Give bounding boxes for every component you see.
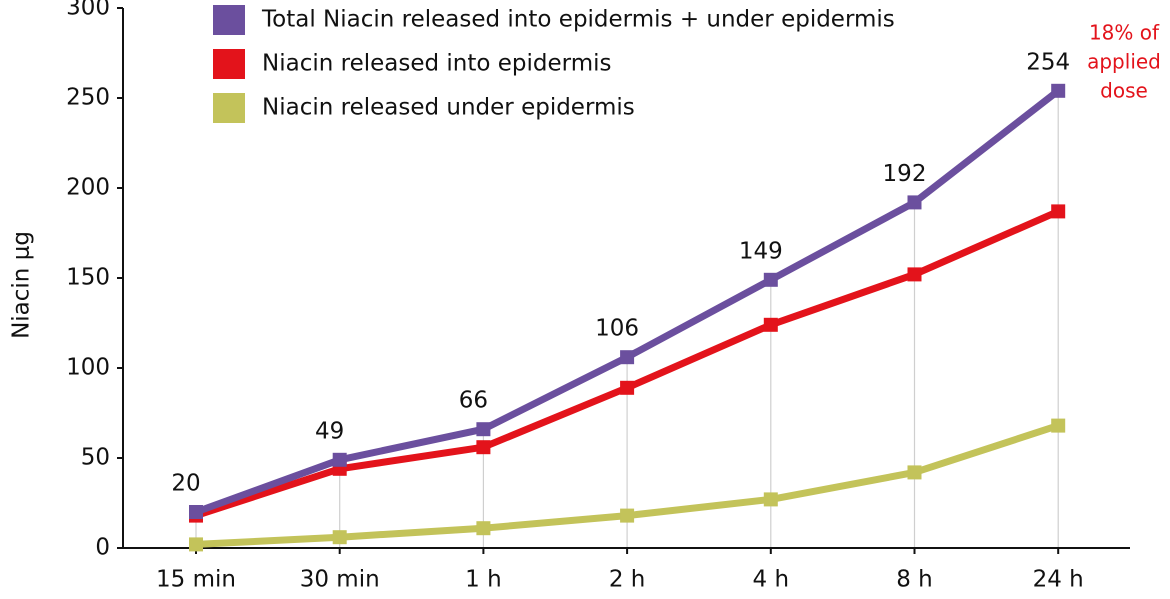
point-marker (476, 521, 491, 536)
y-tick-label: 300 (66, 0, 110, 21)
data-label: 66 (459, 388, 488, 414)
point-marker (189, 505, 203, 519)
annotation: dose (1100, 79, 1148, 103)
point-marker (1051, 204, 1066, 219)
point-marker (763, 492, 778, 507)
point-marker (907, 267, 922, 282)
legend-swatch (213, 49, 245, 79)
x-tick-label: 30 min (300, 567, 380, 593)
point-marker (907, 465, 922, 480)
point-marker (476, 422, 491, 437)
y-axis-label: Niacin μg (9, 231, 35, 339)
annotation: applied (1087, 50, 1161, 74)
point-marker (763, 272, 778, 287)
y-tick-label: 50 (81, 445, 110, 471)
y-tick-label: 200 (66, 175, 110, 201)
y-tick-label: 250 (66, 85, 110, 111)
data-label: 106 (595, 316, 639, 342)
data-label: 254 (1026, 49, 1070, 75)
y-tick-label: 150 (66, 265, 110, 291)
point-marker (332, 530, 347, 545)
point-marker (332, 452, 347, 467)
data-label: 192 (883, 161, 927, 187)
point-marker (189, 537, 203, 552)
y-tick-label: 0 (95, 535, 110, 561)
x-tick-label: 4 h (753, 567, 790, 593)
point-marker (620, 380, 635, 395)
point-marker (763, 317, 778, 332)
point-marker (907, 195, 922, 210)
legend-swatch (213, 5, 245, 35)
point-marker (620, 508, 635, 523)
x-tick-label: 2 h (609, 567, 646, 593)
annotation: 18% of (1089, 21, 1160, 45)
point-marker (1051, 83, 1066, 98)
point-marker (1051, 418, 1066, 433)
x-tick-label: 1 h (465, 567, 502, 593)
data-label: 49 (315, 418, 344, 444)
x-tick-label: 8 h (896, 567, 933, 593)
legend-swatch (213, 93, 245, 123)
point-marker (476, 440, 491, 455)
data-label: 149 (739, 238, 783, 264)
data-label: 20 (171, 471, 200, 497)
legend-label: Niacin released under epidermis (262, 95, 635, 121)
x-tick-label: 15 min (156, 567, 236, 593)
legend-label: Total Niacin released into epidermis + u… (261, 7, 895, 33)
legend-label: Niacin released into epidermis (262, 51, 611, 77)
y-tick-label: 100 (66, 355, 110, 381)
x-tick-label: 24 h (1033, 567, 1084, 593)
point-marker (620, 350, 635, 365)
